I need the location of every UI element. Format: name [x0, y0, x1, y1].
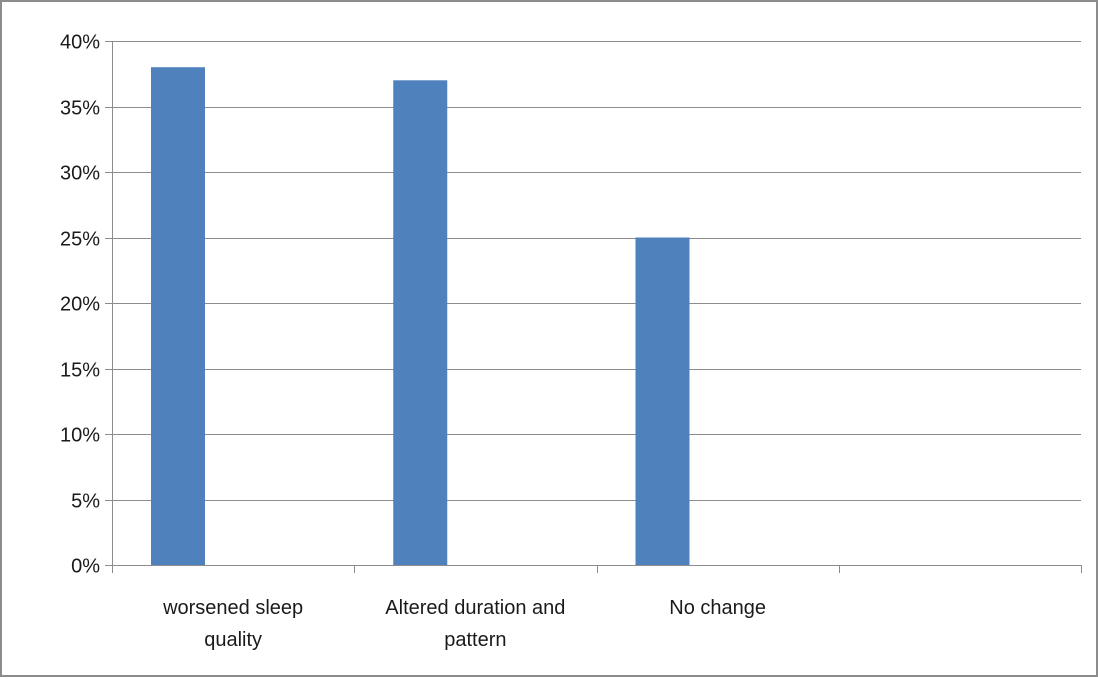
y-tick-label: 20% — [60, 294, 100, 316]
x-category-label: worsened sleep — [162, 597, 303, 619]
bars — [151, 67, 690, 566]
gridlines — [112, 41, 1081, 501]
bar — [393, 80, 448, 566]
axes — [105, 41, 1082, 573]
y-axis-tick-labels: 0% 5% 10% 15% 20% 25% 30% 35% 40% — [60, 32, 100, 578]
x-category-label: No change — [669, 597, 766, 619]
bar — [635, 237, 690, 565]
bar — [151, 67, 205, 565]
x-category-label: quality — [204, 629, 262, 651]
y-tick-label: 40% — [60, 32, 100, 54]
x-axis-category-labels: worsened sleep quality Altered duration an… — [162, 597, 766, 651]
x-category-label: pattern — [444, 629, 506, 651]
y-tick-label: 25% — [60, 229, 100, 251]
y-tick-label: 35% — [60, 98, 100, 120]
x-category-label: Altered duration and — [385, 597, 565, 619]
y-tick-label: 15% — [60, 360, 100, 382]
y-tick-label: 0% — [71, 556, 100, 578]
y-tick-label: 30% — [60, 163, 100, 185]
y-tick-label: 5% — [71, 491, 100, 513]
y-tick-label: 10% — [60, 425, 100, 447]
